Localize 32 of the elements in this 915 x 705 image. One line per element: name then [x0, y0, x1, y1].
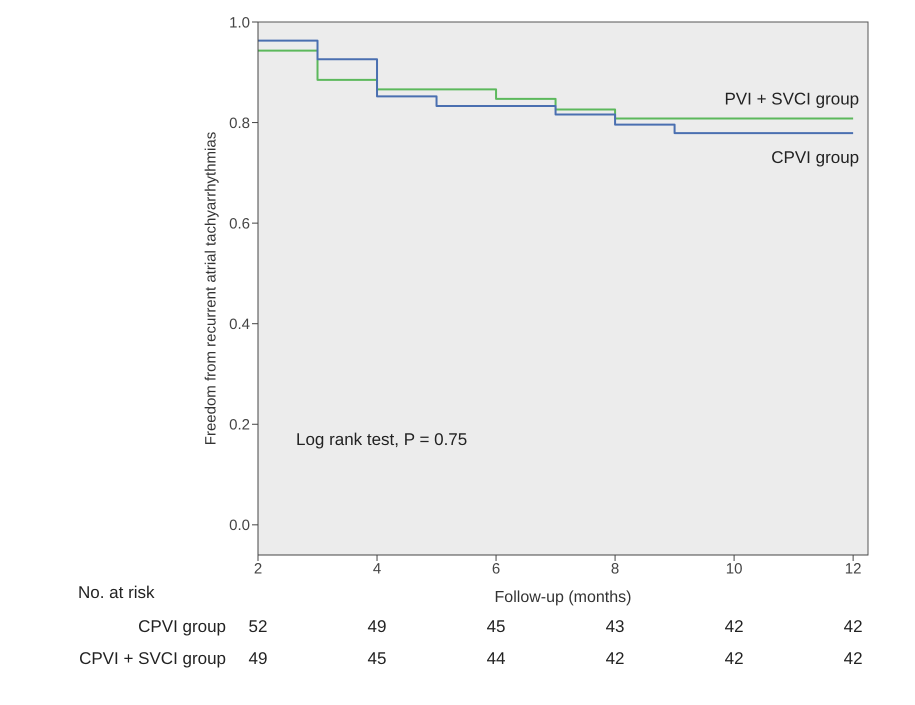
text: 43	[604, 617, 626, 637]
y-tick-label: 0.8	[229, 114, 250, 132]
text: 45	[366, 649, 388, 669]
x-axis-title: Follow-up (months)	[494, 589, 632, 607]
text: No. at risk	[78, 583, 155, 603]
x-tick-label: 10	[726, 560, 742, 578]
text: 42	[842, 649, 864, 669]
text: 49	[248, 649, 268, 669]
x-tick-label: 12	[844, 560, 862, 578]
x-tick-label: 8	[610, 560, 620, 578]
text: 42	[724, 617, 745, 637]
text: 42	[842, 617, 864, 637]
text: 42	[604, 649, 626, 669]
text: 44	[486, 649, 506, 669]
series-label: PVI + SVCI group	[724, 90, 860, 109]
annotation: Log rank test, P = 0.75	[296, 430, 468, 449]
y-tick-label: 0.0	[229, 517, 250, 534]
x-tick-label: 2	[254, 560, 262, 578]
y-tick-label: 0.4	[229, 316, 250, 334]
y-tick-label: 0.6	[229, 215, 250, 232]
y-axis-title: Freedom from recurrent atrial tachyarrhythmias	[202, 132, 220, 446]
y-tick-label: 1.0	[229, 14, 250, 32]
text: CPVI group	[138, 617, 226, 637]
x-tick-label: 4	[372, 560, 382, 578]
x-tick-label: 6	[492, 560, 500, 578]
text: 52	[248, 617, 268, 637]
text: CPVI + SVCI group	[79, 649, 226, 669]
y-tick-label: 0.2	[229, 416, 250, 434]
text: 49	[366, 617, 388, 637]
series-label: CPVI group	[771, 148, 860, 168]
text: 42	[724, 649, 745, 669]
text: 45	[486, 617, 506, 637]
